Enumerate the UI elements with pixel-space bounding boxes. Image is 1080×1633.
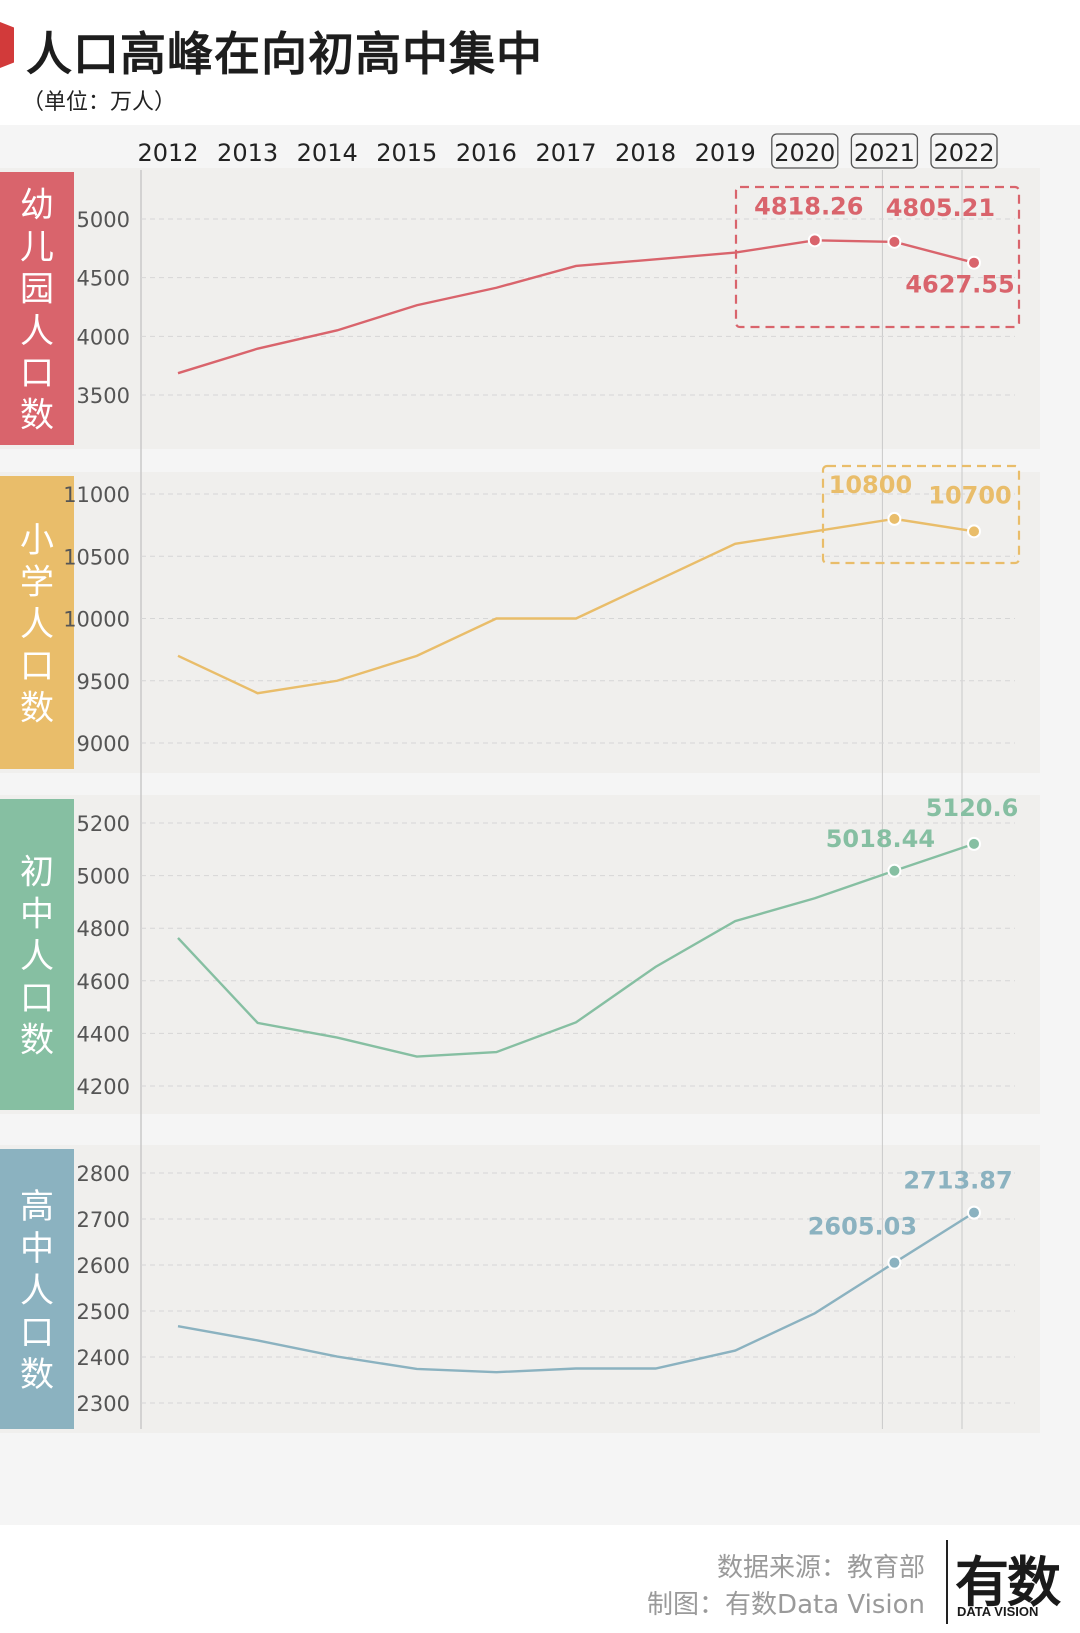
panel-label-char: 口 bbox=[20, 647, 54, 687]
y-tick-label: 4600 bbox=[77, 970, 130, 994]
panel-label-char: 园 bbox=[20, 270, 54, 310]
y-tick-label: 11000 bbox=[63, 483, 130, 507]
data-label: 5120.6 bbox=[926, 794, 1019, 822]
panel-label-char: 口 bbox=[20, 354, 54, 394]
x-tick-label: 2019 bbox=[695, 139, 756, 167]
data-label: 5018.44 bbox=[826, 825, 935, 853]
highlight-box bbox=[821, 464, 1021, 565]
data-label: 4627.55 bbox=[905, 271, 1014, 299]
y-tick-label: 5000 bbox=[77, 208, 130, 232]
series-line bbox=[177, 517, 975, 695]
series-line bbox=[177, 1211, 975, 1374]
panel-background bbox=[0, 795, 1040, 1114]
x-tick-label: 2013 bbox=[217, 139, 278, 167]
brand-logo-tagline: DATA VISION bbox=[957, 1604, 1039, 1619]
x-tick-label: 2012 bbox=[137, 139, 198, 167]
data-point bbox=[967, 1205, 981, 1220]
y-tick-label: 5000 bbox=[77, 865, 130, 889]
x-tick-label: 2022 bbox=[933, 139, 994, 167]
unit-label: （单位：万人） bbox=[22, 90, 177, 115]
chart-credit: 制图：有数Data Vision bbox=[647, 1590, 925, 1620]
data-label: 2713.87 bbox=[903, 1167, 1012, 1195]
panel-background bbox=[0, 472, 1040, 773]
highlight-year-box bbox=[850, 133, 919, 169]
x-tick-label: 2018 bbox=[615, 139, 676, 167]
data-point bbox=[887, 511, 902, 526]
panel-label-block bbox=[0, 1149, 74, 1429]
y-tick-label: 9000 bbox=[77, 732, 130, 756]
panel-background bbox=[0, 168, 1040, 449]
data-label: 10800 bbox=[829, 471, 913, 499]
brand-logo-name: 有数 bbox=[955, 1551, 1061, 1614]
brand-logo: 有数 DATA VISION bbox=[955, 1538, 1065, 1628]
chart-title: 人口高峰在向初高中集中 bbox=[26, 27, 543, 81]
y-tick-label: 4000 bbox=[77, 325, 130, 349]
panel-label-char: 学 bbox=[20, 563, 54, 603]
data-point bbox=[967, 255, 981, 270]
x-tick-label: 2017 bbox=[535, 139, 596, 167]
panel-label-block bbox=[0, 799, 74, 1110]
panel-label-char: 数 bbox=[20, 396, 54, 436]
y-tick-label: 2500 bbox=[77, 1300, 130, 1324]
y-tick-label: 2700 bbox=[77, 1208, 130, 1232]
y-tick-label: 2600 bbox=[77, 1254, 130, 1278]
series-line bbox=[177, 239, 975, 375]
panel-label-char: 人 bbox=[20, 937, 54, 977]
panel-label-char: 人 bbox=[20, 605, 54, 645]
data-label: 2605.03 bbox=[808, 1213, 917, 1241]
y-tick-label: 4500 bbox=[77, 267, 130, 291]
y-tick-label: 2400 bbox=[77, 1346, 130, 1370]
data-point bbox=[967, 836, 981, 851]
data-point bbox=[887, 863, 902, 878]
highlight-year-box bbox=[771, 133, 839, 169]
series-line bbox=[177, 842, 975, 1058]
highlight-box bbox=[734, 185, 1021, 329]
highlight-year-box bbox=[930, 133, 998, 169]
y-tick-label: 4800 bbox=[77, 917, 130, 941]
data-label: 4818.26 bbox=[754, 192, 863, 220]
data-source: 数据来源：教育部 bbox=[716, 1553, 925, 1583]
y-tick-label: 4400 bbox=[77, 1022, 130, 1046]
panel-label-char: 幼 bbox=[20, 186, 54, 226]
panel-label-char: 人 bbox=[20, 1271, 54, 1311]
panel-label-block bbox=[0, 476, 74, 769]
y-tick-label: 10500 bbox=[63, 545, 130, 569]
data-label: 4805.21 bbox=[886, 194, 995, 222]
panel-label-block bbox=[0, 172, 74, 445]
x-tick-label: 2014 bbox=[297, 139, 358, 167]
x-tick-label: 2020 bbox=[774, 139, 835, 167]
panel-label-char: 口 bbox=[20, 1313, 54, 1353]
y-tick-label: 3500 bbox=[77, 384, 130, 408]
x-tick-label: 2021 bbox=[854, 139, 915, 167]
panel-label-char: 中 bbox=[20, 1229, 54, 1269]
panel-label-char: 小 bbox=[20, 521, 54, 561]
panel-label-char: 儿 bbox=[20, 228, 54, 268]
chart-area: 2012 2013 2014 2015 2016 2017 2018 2019 2020 2021… bbox=[0, 125, 1080, 1525]
y-tick-label: 9500 bbox=[77, 670, 130, 694]
data-point bbox=[887, 1255, 902, 1270]
panel-label-char: 高 bbox=[20, 1187, 54, 1227]
title-accent-bar bbox=[0, 22, 14, 68]
panel-label-char: 数 bbox=[20, 689, 54, 729]
chart-canvas: 2012 2013 2014 2015 2016 2017 2018 2019 2020 2021… bbox=[0, 133, 1040, 1433]
panel-label-char: 数 bbox=[20, 1021, 54, 1061]
x-tick-label: 2015 bbox=[376, 139, 437, 167]
panel-label-char: 人 bbox=[20, 312, 54, 352]
panel-label-char: 口 bbox=[20, 979, 54, 1019]
footer-divider bbox=[946, 1540, 948, 1624]
data-point bbox=[807, 233, 822, 248]
data-label: 10700 bbox=[928, 481, 1012, 509]
data-point bbox=[887, 234, 902, 249]
y-tick-label: 2300 bbox=[77, 1392, 130, 1416]
panel-background bbox=[0, 1145, 1040, 1433]
y-tick-label: 2800 bbox=[77, 1162, 130, 1186]
data-point bbox=[967, 524, 981, 539]
panel-label-char: 中 bbox=[20, 895, 54, 935]
y-tick-label: 10000 bbox=[63, 608, 130, 632]
y-tick-label: 4200 bbox=[77, 1075, 130, 1099]
panel-label-char: 数 bbox=[20, 1355, 54, 1395]
panel-label-char: 初 bbox=[20, 853, 54, 893]
x-tick-label: 2016 bbox=[456, 139, 517, 167]
y-tick-label: 5200 bbox=[77, 812, 130, 836]
